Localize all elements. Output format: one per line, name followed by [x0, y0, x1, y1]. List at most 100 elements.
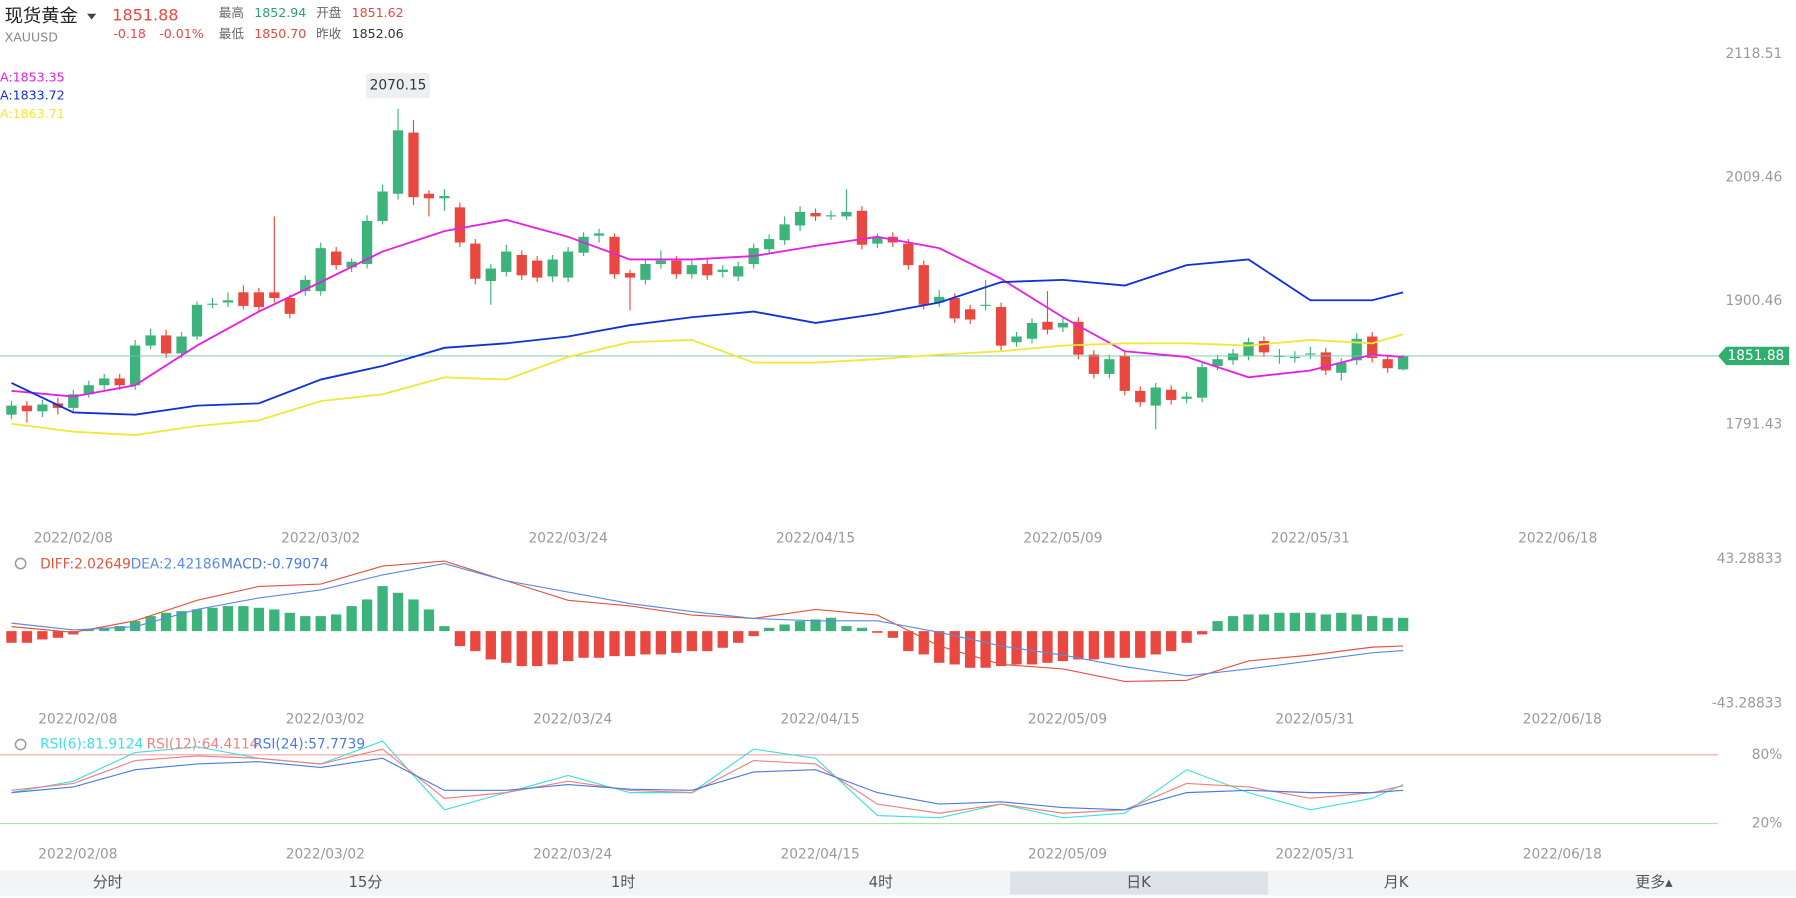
candle-body — [37, 404, 48, 412]
macd-bar — [934, 631, 945, 663]
macd-bar — [856, 627, 868, 632]
x-tick-label: 2022/03/02 — [286, 711, 365, 727]
macd-bar — [1150, 631, 1161, 655]
candle-body — [176, 336, 187, 354]
macd-bar — [191, 609, 203, 632]
candle-body — [331, 251, 342, 266]
instrument-title[interactable]: 现货黄金 — [5, 6, 78, 27]
indicator-line — [11, 258, 1404, 416]
candle-body — [346, 261, 357, 268]
macd-bar — [1289, 612, 1301, 632]
stat-label: 最高 — [219, 5, 244, 20]
candle-body — [562, 251, 574, 278]
macd-bar — [965, 631, 976, 668]
candle-body — [439, 196, 450, 199]
candle-body — [1196, 367, 1208, 398]
tab[interactable]: 15分 — [348, 873, 382, 891]
macd-bar — [1104, 631, 1115, 658]
stat-label: 昨收 — [316, 26, 342, 41]
candle-body — [1042, 321, 1053, 330]
stat-label: 最低 — [219, 26, 245, 41]
macd-bar — [1305, 612, 1316, 632]
macd-bar — [1135, 631, 1146, 658]
macd-bar — [1042, 631, 1053, 663]
macd-bar — [1382, 617, 1393, 632]
candle-body — [1212, 359, 1223, 366]
macd-bar — [593, 631, 605, 658]
candle-body — [470, 243, 481, 279]
candle-body — [624, 273, 636, 278]
macd-bar — [99, 627, 110, 632]
candle-body — [1243, 342, 1254, 356]
macd-bar — [269, 609, 280, 632]
macd-bar — [903, 631, 914, 652]
tab[interactable]: 更多▴ — [1635, 873, 1673, 891]
candle-body — [1057, 322, 1069, 328]
x-tick-label: 2022/04/15 — [781, 846, 860, 862]
candle-body — [1011, 336, 1022, 343]
macd-bar — [578, 631, 589, 658]
x-tick-label: 2022/03/02 — [286, 846, 365, 862]
dropdown-arrow[interactable] — [87, 13, 97, 20]
candle-body — [1088, 354, 1100, 374]
candle-body — [1336, 362, 1347, 373]
stat-value: 1850.70 — [254, 26, 306, 41]
candle-body — [238, 292, 249, 306]
x-tick-label: 2022/03/02 — [281, 530, 360, 546]
candle-body — [841, 211, 852, 217]
macd-bar — [346, 606, 357, 632]
y-tick-label: 1791.43 — [1725, 416, 1782, 432]
indicator-line — [11, 748, 1404, 814]
candle-body — [300, 279, 311, 292]
macd-bar — [562, 631, 574, 662]
candle-body — [1367, 336, 1378, 359]
macd-bar — [1367, 616, 1378, 632]
macd-bar — [810, 619, 821, 632]
candle-body — [1289, 356, 1301, 359]
x-tick-label: 2022/05/09 — [1023, 530, 1102, 546]
macd-bar — [83, 629, 94, 632]
candle-body — [99, 378, 110, 386]
macd-bar — [825, 617, 837, 632]
macd-bar — [1073, 631, 1084, 660]
tab[interactable]: 4时 — [869, 873, 893, 891]
tab[interactable]: 1时 — [611, 873, 635, 891]
macd-bar — [1196, 631, 1208, 635]
x-tick-label: 2022/05/09 — [1028, 711, 1107, 727]
macd-bar — [114, 626, 125, 632]
macd-bar — [779, 624, 790, 632]
indicator-line — [11, 563, 1404, 677]
legend-entry: A:1853.35 — [0, 69, 65, 84]
macd-bar — [315, 616, 326, 632]
macd-bar — [222, 606, 234, 632]
macd-bar — [841, 626, 852, 632]
candle-body — [1181, 396, 1192, 399]
candle-body — [702, 264, 713, 276]
tab[interactable]: 分时 — [93, 873, 123, 891]
plot: 2118.51 2009.46 1900.46 1791.43 2022/02/08 20… — [0, 46, 1790, 862]
candle-body — [130, 345, 141, 386]
macd-bar — [501, 631, 512, 663]
legend-entry: RSI(6):81.9124 — [40, 737, 143, 753]
candle-body — [547, 259, 558, 277]
candle-body — [779, 224, 790, 241]
x-tick-label: 2022/03/24 — [529, 530, 608, 546]
x-tick-label: 2022/06/18 — [1518, 530, 1597, 546]
macd-bar — [145, 616, 156, 632]
y-tick-label: 1900.46 — [1725, 293, 1782, 309]
macd-bar — [624, 631, 636, 657]
y-tick-label: 43.28833 — [1717, 551, 1783, 567]
tab[interactable]: 日K — [1126, 873, 1152, 891]
x-tick-label: 2022/03/24 — [533, 846, 612, 862]
settings-icon[interactable] — [14, 738, 27, 751]
candle-body — [532, 260, 543, 278]
price: 1851.88 — [112, 6, 178, 25]
macd-bar — [532, 631, 543, 667]
stat-value: 1852.94 — [254, 5, 306, 20]
candle-body — [794, 211, 806, 226]
settings-icon[interactable] — [14, 557, 27, 570]
macd-bar — [918, 631, 929, 655]
candle-body — [1135, 390, 1146, 403]
tab[interactable]: 月K — [1384, 873, 1410, 891]
